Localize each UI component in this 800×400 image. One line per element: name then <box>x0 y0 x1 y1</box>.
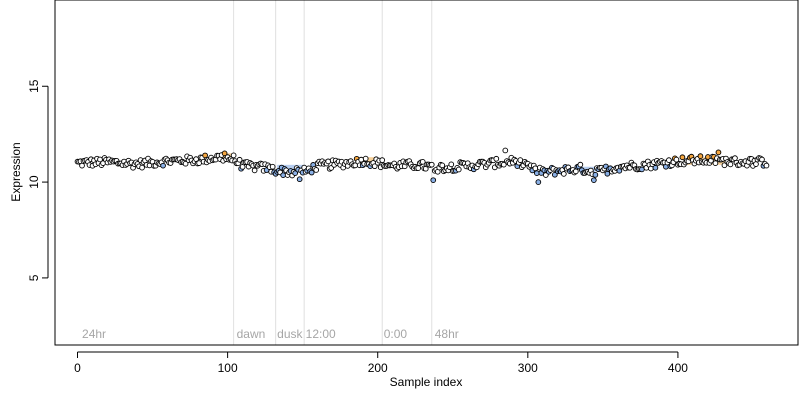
data-point <box>532 165 539 172</box>
data-point <box>182 160 189 167</box>
data-point <box>763 162 770 169</box>
data-point <box>371 163 378 170</box>
y-axis-label: Expression <box>9 142 23 201</box>
data-point <box>448 161 455 168</box>
x-tick-label: 0 <box>74 361 81 375</box>
data-point <box>439 162 446 169</box>
data-point <box>296 176 303 183</box>
time-annotations: 24hr dawn dusk 12:00 0:00 48hr <box>82 327 459 341</box>
time-annotation: dusk <box>277 327 303 341</box>
data-point <box>379 157 386 164</box>
data-point <box>753 161 759 167</box>
data-point <box>759 156 765 163</box>
y-tick-label: 10 <box>27 175 41 189</box>
time-annotation: 48hr <box>435 327 459 341</box>
data-point <box>666 157 672 164</box>
data-point <box>502 147 509 154</box>
data-point <box>269 163 276 170</box>
y-tick-label: 15 <box>27 79 41 93</box>
time-annotation: 12:00 <box>306 327 336 341</box>
data-point <box>308 169 315 176</box>
data-point <box>230 152 237 159</box>
data-point <box>419 158 426 165</box>
data-point <box>415 165 422 171</box>
x-tick-label: 300 <box>518 361 538 375</box>
data-point <box>560 171 567 177</box>
data-point <box>577 161 584 168</box>
data-point <box>251 167 258 174</box>
data-point <box>727 161 734 168</box>
data-point <box>221 150 228 157</box>
data-point <box>325 158 332 165</box>
plot-frame <box>54 0 799 346</box>
data-point <box>292 170 299 177</box>
x-axis: 0 100 200 300 400 <box>74 351 688 375</box>
data-point <box>732 155 738 162</box>
data-point <box>535 179 542 185</box>
plot-background <box>55 0 798 345</box>
y-tick-label: 5 <box>27 274 41 281</box>
data-point <box>455 166 462 173</box>
time-annotation: 0:00 <box>384 327 408 341</box>
data-point <box>697 153 704 160</box>
y-axis: 5 10 15 <box>27 79 49 281</box>
data-point <box>493 155 500 162</box>
data-point <box>79 162 85 169</box>
data-point <box>160 162 166 169</box>
data-point <box>652 164 659 171</box>
data-point <box>313 167 320 173</box>
data-point <box>236 156 243 163</box>
time-annotation: dawn <box>237 327 266 341</box>
x-tick-label: 400 <box>668 361 688 375</box>
time-annotation: 24hr <box>82 327 106 341</box>
data-point <box>673 156 680 163</box>
data-point <box>604 170 611 177</box>
data-point <box>202 152 208 159</box>
data-point <box>712 160 719 166</box>
data-point <box>591 177 597 184</box>
data-point <box>715 149 722 156</box>
data-point <box>679 154 686 161</box>
x-axis-label: Sample index <box>390 375 463 389</box>
data-point <box>592 172 599 178</box>
data-point <box>428 161 435 168</box>
data-point <box>430 177 437 184</box>
data-point <box>362 155 369 162</box>
x-tick-label: 100 <box>218 361 238 375</box>
data-points <box>74 147 770 185</box>
x-tick-label: 200 <box>368 361 388 375</box>
data-point <box>500 161 507 168</box>
data-point <box>139 164 145 171</box>
